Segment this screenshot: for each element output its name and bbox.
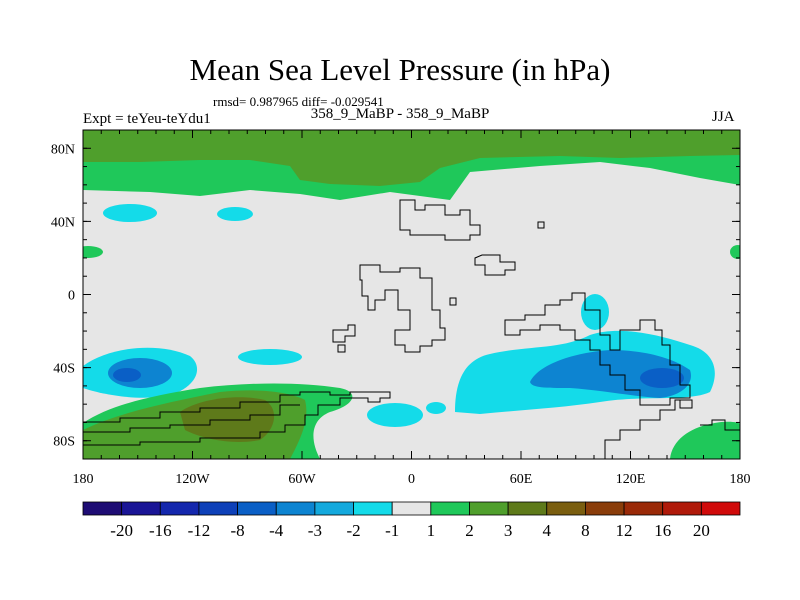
colorbar-labels: -20 -16 -12 -8 -4 -3 -2 -1 1 2 3 4 8 12 16 20 <box>110 521 710 540</box>
colorbar-label: -16 <box>149 521 172 540</box>
colorbar-swatch <box>430 501 470 516</box>
colorbar-label: -8 <box>231 521 245 540</box>
colorbar-label: 8 <box>581 521 590 540</box>
x-tick-label: 180 <box>73 472 94 487</box>
colorbar-label: -1 <box>385 521 399 540</box>
colorbar-swatch <box>121 501 161 516</box>
colorbar-label: 2 <box>465 521 474 540</box>
colorbar-swatch <box>662 501 702 516</box>
coastline-small-island <box>474 254 516 276</box>
colorbar-label: 20 <box>693 521 710 540</box>
coastline-north-continent <box>399 199 481 241</box>
region-east-antarctic-high <box>670 421 740 459</box>
case-label: 358_9_MaBP - 358_9_MaBP <box>310 106 490 122</box>
coastline-islet-1 <box>449 297 457 306</box>
season-label: JJA <box>712 109 735 125</box>
colorbar-swatch <box>546 501 586 516</box>
stats-line: rmsd= 0.987965 diff= -0.029541 <box>213 94 384 109</box>
colorbar-label: 3 <box>504 521 513 540</box>
coastline-islet-4 <box>337 344 346 353</box>
coastline-islet-2 <box>537 221 545 229</box>
colorbar-label: -3 <box>308 521 322 540</box>
x-tick-label: 60W <box>288 472 316 487</box>
experiment-label: Expt = teYeu-teYdu1 <box>83 111 211 127</box>
x-tick-label: 120E <box>616 472 646 487</box>
colorbar-label: 4 <box>543 521 552 540</box>
colorbar-swatch <box>391 501 432 516</box>
colorbar-swatch <box>275 501 316 516</box>
x-tick-label: 120W <box>175 472 210 487</box>
colorbar <box>82 501 741 516</box>
colorbar-swatch <box>507 501 548 516</box>
colorbar-swatch <box>237 501 277 516</box>
colorbar-swatch <box>623 501 664 516</box>
region-south-pacific-center <box>113 368 141 382</box>
coastline-equatorial-continent <box>359 264 446 353</box>
colorbar-swatch <box>198 501 238 516</box>
y-tick-label: 80N <box>51 142 75 157</box>
region-arctic-core <box>83 130 740 186</box>
colorbar-label: -20 <box>110 521 133 540</box>
colorbar-label: -12 <box>188 521 211 540</box>
colorbar-swatch <box>700 501 741 516</box>
region-south-atlantic-low <box>367 403 423 427</box>
x-tick-label: 180 <box>730 472 751 487</box>
coastlines <box>83 199 740 459</box>
colorbar-label: -4 <box>269 521 284 540</box>
axis-ticks <box>82 129 741 460</box>
coastline-southwest-gondwana <box>83 391 391 446</box>
y-tick-label: 40S <box>53 362 75 377</box>
y-tick-label: 0 <box>68 289 75 304</box>
region-west-edge-positive <box>83 246 103 258</box>
colorbar-swatch <box>314 501 354 516</box>
colorbar-label: 12 <box>616 521 633 540</box>
region-north-pacific-low-2 <box>217 207 253 221</box>
y-tick-label: 80S <box>53 435 75 450</box>
region-southern-ocean-center <box>640 368 684 388</box>
colorbar-swatch <box>159 501 200 516</box>
colorbar-label: -2 <box>346 521 360 540</box>
coastline-islet-3 <box>332 324 356 343</box>
chart-title: Mean Sea Level Pressure (in hPa) <box>189 52 611 87</box>
y-tick-labels: 80N 40N 0 40S 80S <box>51 142 75 449</box>
region-east-edge-positive <box>730 245 740 259</box>
colorbar-swatch <box>353 501 393 516</box>
x-tick-labels: 180 120W 60W 0 60E 120E 180 <box>73 472 751 487</box>
region-south-atlantic-low-2 <box>426 402 446 414</box>
region-mid-south-low <box>238 349 302 365</box>
contour-fields <box>83 130 740 459</box>
coastline-southeast-antarctic <box>604 399 740 459</box>
coastline-southeast-continent <box>504 292 691 406</box>
colorbar-swatch <box>469 501 509 516</box>
region-north-pacific-low <box>103 204 157 222</box>
x-tick-label: 0 <box>408 472 415 487</box>
x-tick-label: 60E <box>510 472 533 487</box>
colorbar-label: 1 <box>427 521 436 540</box>
colorbar-swatch <box>585 501 625 516</box>
y-tick-label: 40N <box>51 215 75 230</box>
colorbar-swatch <box>82 501 123 516</box>
coastline-inner-gondwana <box>83 404 300 433</box>
region-indian-ocean-low <box>581 294 609 330</box>
colorbar-label: 16 <box>654 521 671 540</box>
